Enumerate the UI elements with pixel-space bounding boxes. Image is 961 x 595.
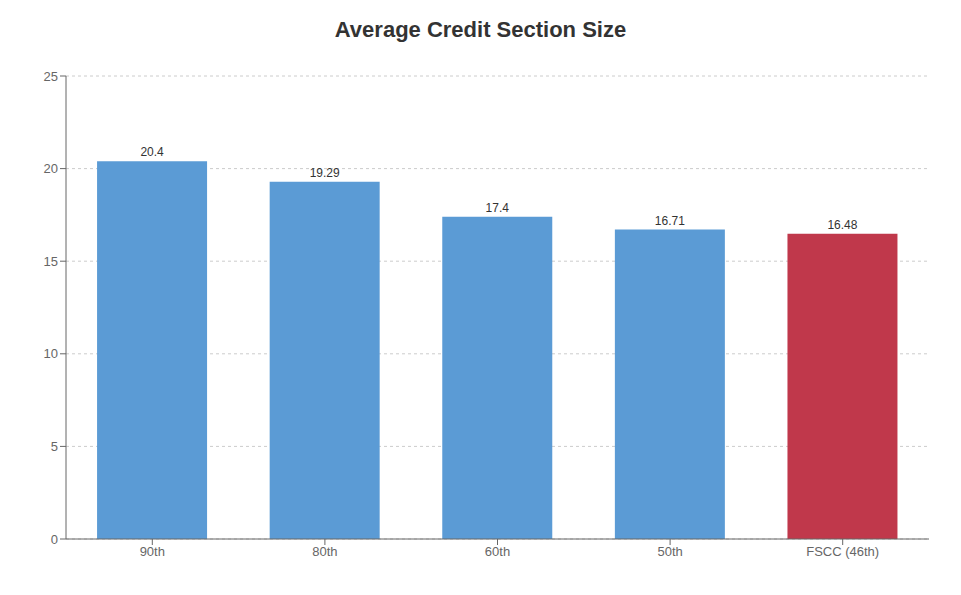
svg-text:60th: 60th — [485, 544, 510, 559]
svg-text:10: 10 — [44, 346, 58, 361]
svg-text:20: 20 — [44, 161, 58, 176]
svg-text:20.4: 20.4 — [140, 145, 164, 159]
svg-text:15: 15 — [44, 254, 58, 269]
svg-text:0: 0 — [51, 532, 58, 547]
svg-text:16.48: 16.48 — [827, 218, 857, 232]
html-text:Average Credit Section Size: Average Credit Section Size — [334, 17, 627, 42]
svg-text:17.4: 17.4 — [486, 201, 510, 215]
svg-text:90th: 90th — [140, 544, 165, 559]
svg-text:25: 25 — [44, 69, 58, 84]
svg-text:5: 5 — [51, 439, 58, 454]
svg-text:16.71: 16.71 — [655, 214, 685, 228]
svg-text:50th: 50th — [657, 544, 682, 559]
svg-text:FSCC (46th): FSCC (46th) — [806, 544, 879, 559]
svg-text:19.29: 19.29 — [310, 166, 340, 180]
svg-text:80th: 80th — [312, 544, 337, 559]
